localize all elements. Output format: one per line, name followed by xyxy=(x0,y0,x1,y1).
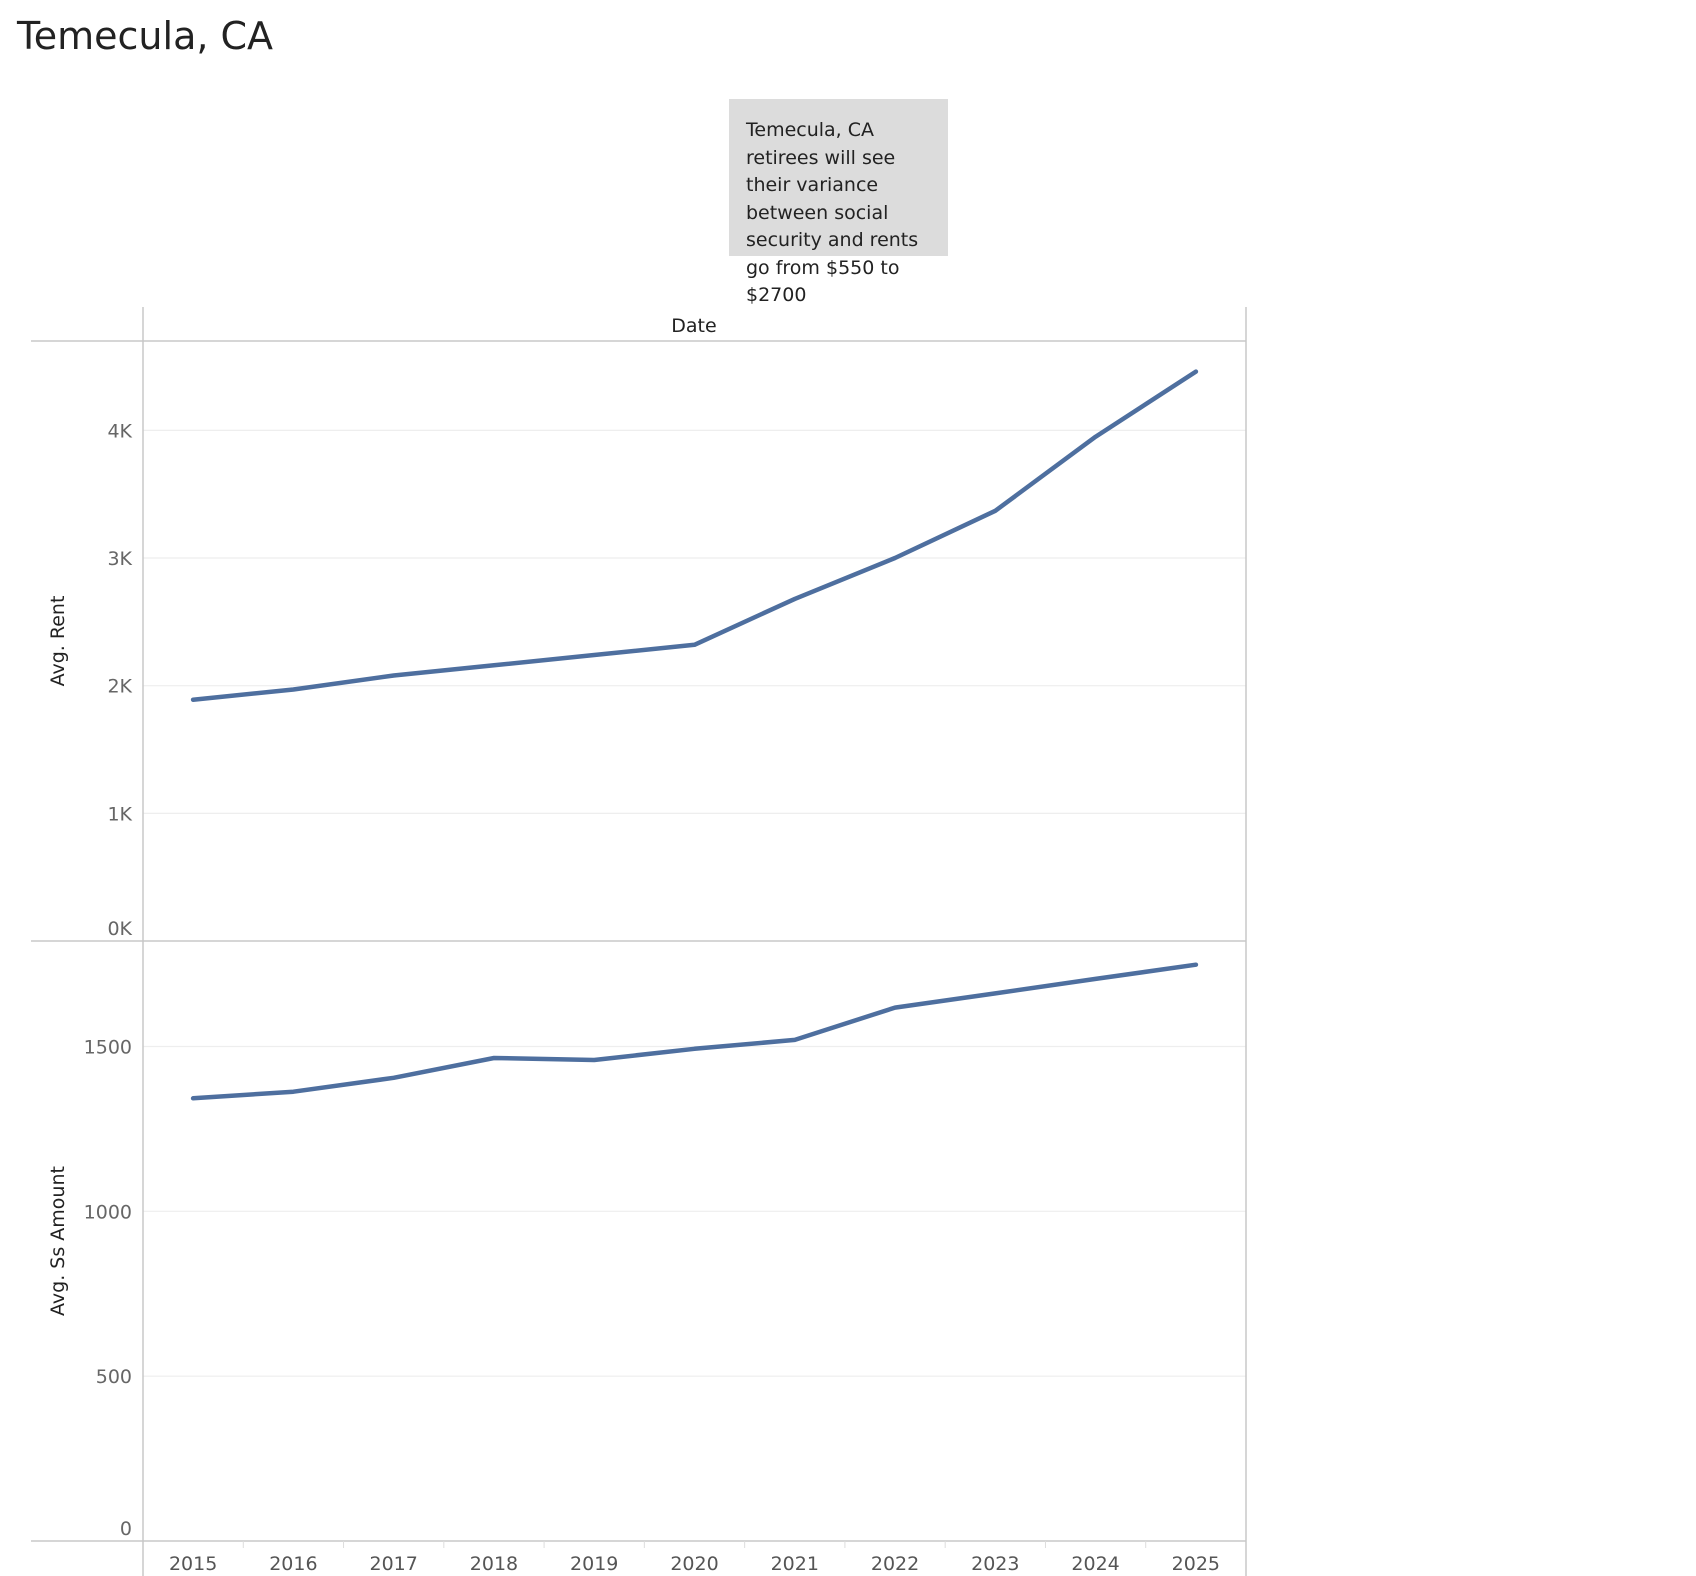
data-point xyxy=(291,1089,296,1094)
data-point xyxy=(893,556,897,560)
y-tick-label: 4K xyxy=(107,420,132,442)
data-point xyxy=(792,597,797,601)
y-tick-label: 3K xyxy=(107,548,132,570)
y-tick-label: 0K xyxy=(107,918,132,940)
column-header-date: Date xyxy=(671,315,716,337)
data-point xyxy=(792,1038,797,1042)
x-tick-label: 2025 xyxy=(1172,1553,1220,1575)
data-point xyxy=(692,1047,697,1051)
x-tick-label: 2018 xyxy=(470,1553,518,1575)
x-tick-label: 2016 xyxy=(269,1553,317,1575)
series-line xyxy=(190,962,1199,1101)
x-tick-label: 2015 xyxy=(169,1553,217,1575)
x-tick-label: 2021 xyxy=(771,1553,819,1575)
y-tick-label: 1500 xyxy=(84,1036,132,1058)
y-tick-label: 1K xyxy=(107,803,132,825)
data-point xyxy=(592,653,597,657)
x-tick-label: 2023 xyxy=(971,1553,1019,1575)
y-tick-label: 1000 xyxy=(84,1201,132,1223)
data-point xyxy=(592,1058,597,1062)
x-tick-label: 2024 xyxy=(1071,1553,1119,1575)
data-point xyxy=(1194,962,1198,967)
y-axis-label-ss-amount: Avg. Ss Amount xyxy=(47,1166,69,1316)
data-point xyxy=(1093,434,1098,439)
x-tick-label: 2019 xyxy=(570,1553,618,1575)
data-point xyxy=(191,697,195,702)
x-tick-label: 2020 xyxy=(670,1553,718,1575)
y-tick-label: 0 xyxy=(120,1518,132,1540)
data-point xyxy=(993,508,998,513)
y-axis-label-rent: Avg. Rent xyxy=(47,596,69,687)
data-point xyxy=(191,1096,195,1101)
data-point xyxy=(893,1005,897,1010)
data-point xyxy=(391,673,396,678)
annotation-box: Temecula, CA retirees will see their var… xyxy=(729,99,948,306)
y-tick-label: 2K xyxy=(107,676,132,698)
series-line xyxy=(190,369,1199,702)
data-point xyxy=(391,1076,396,1080)
data-point xyxy=(492,663,496,668)
data-point xyxy=(1194,369,1198,374)
data-point xyxy=(291,687,296,692)
data-point xyxy=(993,991,998,996)
x-tick-label: 2022 xyxy=(871,1553,919,1575)
data-point xyxy=(692,643,697,647)
data-point xyxy=(492,1056,496,1060)
data-point xyxy=(1093,977,1098,981)
y-tick-label: 500 xyxy=(96,1366,132,1388)
page-title: Temecula, CA xyxy=(17,14,274,58)
x-tick-label: 2017 xyxy=(370,1553,418,1575)
